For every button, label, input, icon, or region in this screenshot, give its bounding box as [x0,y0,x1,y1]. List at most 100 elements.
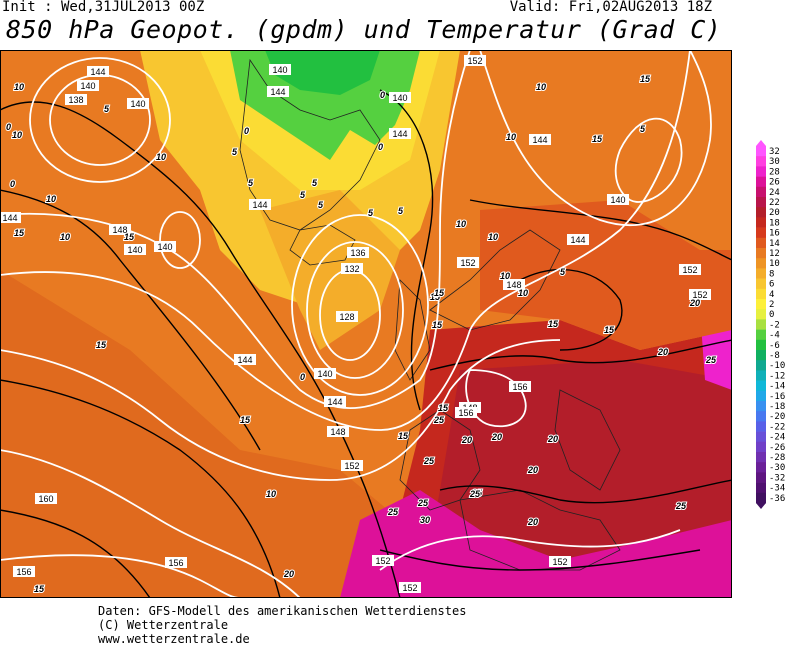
temperature-label: 20 [657,347,668,357]
legend-label: -34 [769,484,785,494]
temperature-legend: 32302826242220181614121086420-2-4-6-8-10… [756,140,785,509]
legend-swatch [756,370,766,381]
height-label: 156 [458,408,473,418]
legend-swatch [756,156,766,167]
height-labels: 1441401381401481441441401521401441361321… [0,55,711,593]
legend-label: 10 [769,259,780,269]
temperature-label: 20 [491,432,502,442]
legend-swatch [756,258,766,269]
height-label: 140 [272,65,287,75]
height-label: 140 [80,81,95,91]
legend-label: 18 [769,218,780,228]
temperature-label: 15 [548,319,559,329]
legend-swatch [756,319,766,330]
temperature-label: 20 [689,298,700,308]
height-label: 144 [327,397,342,407]
temperature-label: 10 [60,232,70,242]
temperature-label: 10 [536,82,546,92]
temperature-label: 0 [380,90,385,100]
legend-label: 28 [769,167,780,177]
height-label: 152 [375,556,390,566]
legend-swatch [756,401,766,412]
temperature-label: 10 [456,219,466,229]
temperature-label: 25 [469,489,481,499]
website-link[interactable]: www.wetterzentrale.de [98,632,250,646]
legend-label: 14 [769,239,780,249]
temperature-label: 5 [104,104,110,114]
temperature-label: 25 [471,488,483,498]
temperature-label: 10 [46,194,56,204]
valid-time: Valid: Fri,02AUG2013 18Z [509,0,712,15]
temperature-label: 15 [592,134,603,144]
temperature-label: 10 [488,232,498,242]
coastlines [239,58,621,571]
temperature-label: 5 [300,190,306,200]
init-time: Init : Wed,31JUL2013 00Z [2,0,205,15]
temp-zone-coldest [265,50,380,95]
legend-swatch [756,492,766,504]
legend-label: 4 [769,290,774,300]
legend-swatch [756,278,766,290]
legend-swatch [756,462,766,473]
temperature-label: 10 [156,152,166,162]
legend-swatch [756,452,766,463]
temperature-label: 5 [560,267,566,277]
height-label: 148 [330,427,345,437]
legend-arrow-top [756,140,766,146]
legend-swatch [756,217,766,228]
legend-swatch [756,309,766,320]
height-label: 136 [350,248,365,258]
legend-label: -8 [769,351,780,361]
legend-label: 24 [769,188,780,198]
height-label: 152 [402,583,417,593]
temperature-label: 0 [378,142,383,152]
height-label: 144 [237,355,252,365]
geopotential-isolines [0,50,712,598]
legend-swatch [756,329,766,341]
legend-swatch [756,390,766,402]
height-label: 140 [127,245,142,255]
height-label: 140 [392,93,407,103]
temp-zone-scandinavia [480,200,732,350]
height-label: 144 [392,129,407,139]
height-label: 152 [344,461,359,471]
legend-label: -18 [769,402,785,412]
height-label: 152 [682,265,697,275]
temperature-label: 25 [387,507,399,517]
legend-label: 30 [769,157,780,167]
legend-swatch [756,197,766,208]
legend-label: 8 [769,269,774,279]
temp-zone-iberia-hot [340,490,732,598]
legend-label: 20 [769,208,780,218]
legend-label: -28 [769,453,785,463]
height-label: 152 [692,290,707,300]
height-label: 144 [2,213,17,223]
temperature-label: 15 [640,74,651,84]
legend-swatch [756,268,766,279]
legend-swatch [756,186,766,198]
height-label: 156 [16,567,31,577]
temperature-label: 15 [398,431,409,441]
legend-label: -16 [769,392,785,402]
legend-label: 2 [769,300,774,310]
legend-swatch [756,431,766,443]
legend-swatch [756,472,766,483]
legend-label: -4 [769,331,780,341]
temperature-label: 30 [420,515,430,525]
temperature-label: 10 [12,130,22,140]
temperature-label: 5 [312,178,318,188]
temperature-label: 0 [300,372,305,382]
legend-label: -30 [769,463,785,473]
height-label: 144 [252,200,267,210]
temperature-label: 10 [14,82,24,92]
legend-swatch [756,350,766,361]
legend-swatch [756,421,766,432]
legend-swatch [756,380,766,392]
legend-swatch [756,237,766,249]
temperature-label: 15 [432,320,443,330]
temperature-label: 5 [248,178,254,188]
temp-zone-atlantic [0,270,400,598]
legend-swatch [756,176,766,188]
legend-label: 22 [769,198,780,208]
